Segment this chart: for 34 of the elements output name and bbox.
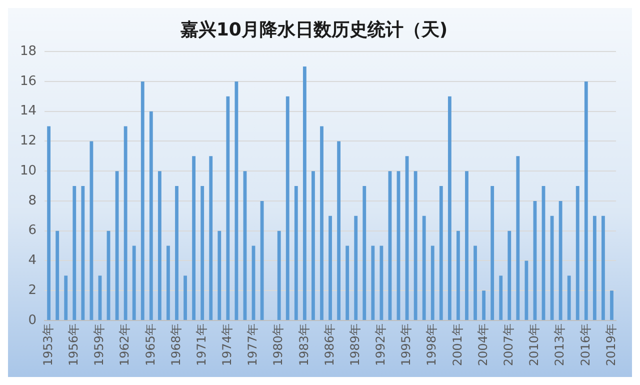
x-tick-label: 2007年 — [502, 323, 516, 366]
x-tick-label: 2013年 — [552, 323, 567, 366]
y-tick-label: 14 — [20, 104, 37, 119]
x-tick-label: 1959年 — [92, 323, 106, 366]
x-tick-label: 1986年 — [322, 323, 336, 366]
y-tick-label: 6 — [28, 223, 37, 238]
x-tick-label: 1974年 — [220, 323, 234, 366]
x-tick-label: 1962年 — [118, 323, 132, 366]
x-tick-label: 1968年 — [168, 323, 183, 366]
x-tick-label: 1965年 — [143, 323, 158, 366]
y-tick-label: 16 — [20, 74, 37, 89]
x-tick-label: 1953年 — [40, 323, 55, 366]
x-tick-label: 1989年 — [348, 323, 362, 366]
x-tick-label: 2010年 — [527, 323, 542, 366]
x-tick-label: 2004年 — [476, 323, 490, 366]
y-tick-label: 12 — [20, 134, 37, 149]
x-tick-label: 1956年 — [66, 323, 81, 366]
x-tick-label: 1977年 — [246, 323, 260, 366]
x-tick-label: 1995年 — [399, 323, 414, 366]
chart-title: 嘉兴10月降水日数历史统计（天) — [180, 19, 448, 40]
y-tick-label: 18 — [20, 44, 37, 59]
y-tick-label: 4 — [28, 253, 37, 268]
y-tick-label: 2 — [28, 282, 37, 298]
y-tick-label: 10 — [20, 163, 37, 178]
x-tick-label: 2016年 — [578, 323, 592, 366]
x-tick-label: 2019年 — [604, 323, 618, 366]
x-tick-label: 1992年 — [374, 323, 388, 366]
x-tick-label: 1980年 — [271, 323, 286, 366]
x-tick-label: 1998年 — [424, 323, 439, 366]
x-tick-label: 1971年 — [194, 323, 208, 366]
x-tick-label: 2001年 — [450, 323, 464, 366]
y-tick-label: 0 — [28, 312, 37, 328]
y-tick-label: 8 — [28, 193, 37, 208]
x-tick-label: 1983年 — [296, 323, 311, 366]
